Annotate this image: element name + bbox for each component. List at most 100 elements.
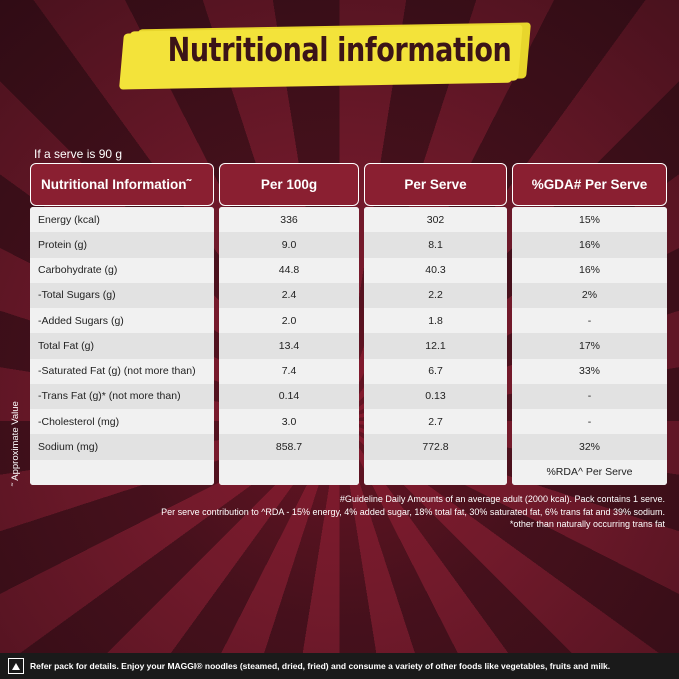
table-row: 8.1 xyxy=(364,232,507,258)
table-row: 32% xyxy=(512,434,667,460)
approximate-value-note: ˜ Approximate Value xyxy=(10,401,21,486)
nutrient-name: Carbohydrate (g) xyxy=(38,264,118,277)
nutrient-name: -Saturated Fat (g) (not more than) xyxy=(38,365,196,378)
value-per-100g: 0.14 xyxy=(278,390,300,403)
table-row: Protein (g) xyxy=(30,232,214,258)
value-per-serve: 12.1 xyxy=(425,339,446,352)
value-per-serve: 0.13 xyxy=(425,390,446,403)
footnote-trans-fat: *other than naturally occurring trans fa… xyxy=(509,519,665,529)
table-row: Carbohydrate (g) xyxy=(30,257,214,283)
triangle-up-icon xyxy=(8,658,24,674)
table-row: 2% xyxy=(512,282,667,309)
value-per-serve: 40.3 xyxy=(425,264,446,277)
table-row: -Cholesterol (mg) xyxy=(30,409,214,435)
table-row: 2.0 xyxy=(219,308,359,334)
table-row xyxy=(364,459,507,485)
table-row: 12.1 xyxy=(364,333,507,359)
value-gda: - xyxy=(587,314,592,327)
table-row: 7.4 xyxy=(219,358,359,384)
column-gda-per-serve: 15% 16% 16% 2% - 17% 33% - - 32% %RDA^ P… xyxy=(512,207,667,485)
nutrient-name: Energy (kcal) xyxy=(38,213,100,226)
table-row: 40.3 xyxy=(364,257,507,283)
table-row: - xyxy=(512,383,667,410)
header-gda-per-serve: %GDA# Per Serve xyxy=(512,163,667,206)
value-per-100g: 2.4 xyxy=(281,289,297,302)
value-per-serve: 8.1 xyxy=(428,238,443,251)
nutrient-name: Sodium (mg) xyxy=(38,441,99,454)
serve-size-note: If a serve is 90 g xyxy=(34,147,123,161)
header-per-100g: Per 100g xyxy=(219,163,359,206)
table-row: 16% xyxy=(512,257,667,283)
table-row: 9.0 xyxy=(219,232,359,258)
nutrient-name: Total Fat (g) xyxy=(38,339,95,352)
value-gda: 2% xyxy=(581,289,598,302)
table-row: 15% xyxy=(512,207,667,233)
table-row: -Added Sugars (g) xyxy=(30,308,214,334)
table-row: 858.7 xyxy=(219,434,359,460)
value-per-100g: 2.0 xyxy=(281,314,297,327)
nutrient-name: Protein (g) xyxy=(38,238,88,251)
value-per-serve: 772.8 xyxy=(422,441,449,454)
bottom-info-bar: Refer pack for details. Enjoy your MAGGI… xyxy=(0,653,679,679)
table-row: 3.0 xyxy=(219,409,359,435)
column-nutrient-names: Energy (kcal) Protein (g) Carbohydrate (… xyxy=(30,207,214,485)
table-row: 44.8 xyxy=(219,257,359,283)
value-per-100g: 9.0 xyxy=(281,238,297,251)
table-row: - xyxy=(512,308,667,334)
page-title: Nutritional information xyxy=(167,30,512,69)
table-row: 13.4 xyxy=(219,333,359,359)
value-per-serve: 2.7 xyxy=(428,415,443,428)
table-row: -Total Sugars (g) xyxy=(30,282,214,309)
table-row: -Trans Fat (g)* (not more than) xyxy=(30,383,214,410)
table-row: %RDA^ Per Serve xyxy=(512,459,667,485)
table-row: 17% xyxy=(512,333,667,359)
table-row: 2.4 xyxy=(219,282,359,309)
value-per-serve: 2.2 xyxy=(428,289,443,302)
table-row: Total Fat (g) xyxy=(30,333,214,359)
value-gda: - xyxy=(587,390,592,403)
table-row: 6.7 xyxy=(364,358,507,384)
table-row: 772.8 xyxy=(364,434,507,460)
header-nutritional-information: Nutritional Information˜ xyxy=(30,163,214,206)
value-gda: - xyxy=(587,415,592,428)
value-gda: 17% xyxy=(578,339,600,352)
value-per-serve: 1.8 xyxy=(428,314,443,327)
table-row xyxy=(30,459,214,485)
nutrient-name: -Total Sugars (g) xyxy=(38,289,116,302)
value-per-100g: 7.4 xyxy=(281,365,297,378)
table-row: Energy (kcal) xyxy=(30,207,214,233)
footnote-rda: Per serve contribution to ^RDA - 15% ene… xyxy=(161,506,665,517)
table-row: 2.7 xyxy=(364,409,507,435)
table-row: 2.2 xyxy=(364,282,507,309)
value-per-serve: 302 xyxy=(426,213,445,226)
nutrient-name: -Trans Fat (g)* (not more than) xyxy=(38,390,181,403)
table-row: - xyxy=(512,409,667,435)
value-gda: 33% xyxy=(578,365,600,378)
value-per-100g: 13.4 xyxy=(278,339,300,352)
value-gda: 15% xyxy=(578,213,600,226)
value-gda: 16% xyxy=(578,264,600,277)
column-per-serve: 302 8.1 40.3 2.2 1.8 12.1 6.7 0.13 2.7 7… xyxy=(364,207,507,485)
table-row: 336 xyxy=(219,207,359,233)
column-per-100g: 336 9.0 44.8 2.4 2.0 13.4 7.4 0.14 3.0 8… xyxy=(219,207,359,485)
table-row xyxy=(219,459,359,485)
table-row: 16% xyxy=(512,232,667,258)
nutrient-name: -Cholesterol (mg) xyxy=(38,415,120,428)
value-per-100g: 3.0 xyxy=(281,415,297,428)
header-per-serve: Per Serve xyxy=(364,163,507,206)
rda-label: %RDA^ Per Serve xyxy=(546,466,633,479)
value-gda: 16% xyxy=(578,238,600,251)
value-per-serve: 6.7 xyxy=(428,365,443,378)
footnote-gda: #Guideline Daily Amounts of an average a… xyxy=(339,494,665,504)
table-row: 1.8 xyxy=(364,308,507,334)
bottom-note: Refer pack for details. Enjoy your MAGGI… xyxy=(30,661,611,671)
value-per-100g: 336 xyxy=(280,213,298,226)
table-row: 33% xyxy=(512,358,667,384)
value-per-100g: 44.8 xyxy=(278,264,300,277)
value-per-100g: 858.7 xyxy=(275,441,303,454)
value-gda: 32% xyxy=(578,441,600,454)
nutrient-name: -Added Sugars (g) xyxy=(38,314,124,327)
footnotes: #Guideline Daily Amounts of an average a… xyxy=(105,493,665,531)
table-row: Sodium (mg) xyxy=(30,434,214,460)
table-row: 0.13 xyxy=(364,383,507,410)
